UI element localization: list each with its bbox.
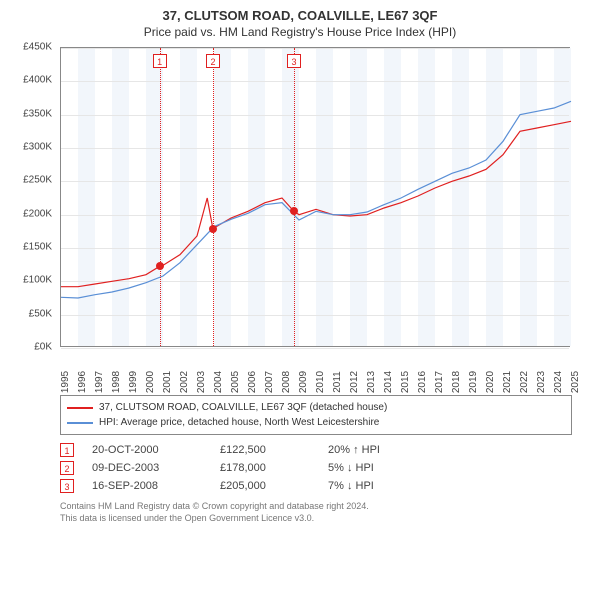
chart-title: 37, CLUTSOM ROAD, COALVILLE, LE67 3QF <box>0 0 600 23</box>
transaction-table: 1 20-OCT-2000 £122,500 20% ↑ HPI 2 09-DEC-200… <box>60 441 572 495</box>
x-axis-label: 1995 <box>60 371 71 393</box>
marker-point <box>290 207 298 215</box>
legend-swatch <box>67 407 93 409</box>
x-axis-label: 1996 <box>77 371 88 393</box>
series-hpi <box>61 101 571 298</box>
transaction-badge: 2 <box>60 461 74 475</box>
marker-line <box>294 48 295 346</box>
marker-badge: 3 <box>287 54 301 68</box>
series-subject <box>61 121 571 286</box>
transaction-date: 20-OCT-2000 <box>92 444 202 456</box>
x-axis-label: 2009 <box>298 371 309 393</box>
x-axis-label: 2019 <box>468 371 479 393</box>
x-axis-label: 2002 <box>179 371 190 393</box>
chart-area: 1 2 3 £0K £50K £100K £150K £200K £250K £300K £350… <box>10 47 570 387</box>
x-axis-label: 2008 <box>281 371 292 393</box>
y-axis-label: £0K <box>34 342 52 353</box>
y-axis-label: £200K <box>23 208 52 219</box>
legend-row: 37, CLUTSOM ROAD, COALVILLE, LE67 3QF (d… <box>67 400 565 415</box>
x-axis-label: 2024 <box>553 371 564 393</box>
x-axis-label: 2017 <box>434 371 445 393</box>
marker-line <box>160 48 161 346</box>
legend-row: HPI: Average price, detached house, Nort… <box>67 415 565 430</box>
chart-container: 37, CLUTSOM ROAD, COALVILLE, LE67 3QF Pr… <box>0 0 600 590</box>
x-axis-label: 2004 <box>213 371 224 393</box>
legend-label: HPI: Average price, detached house, Nort… <box>99 415 379 430</box>
transaction-diff: 7% ↓ HPI <box>328 480 438 492</box>
x-axis-label: 2015 <box>400 371 411 393</box>
marker-point <box>156 262 164 270</box>
x-axis-label: 2012 <box>349 371 360 393</box>
x-axis-label: 2011 <box>332 371 343 393</box>
y-axis-label: £100K <box>23 275 52 286</box>
x-axis-label: 2010 <box>315 371 326 393</box>
x-axis-label: 2000 <box>145 371 156 393</box>
y-axis-label: £400K <box>23 75 52 86</box>
transaction-badge: 3 <box>60 479 74 493</box>
gridline <box>61 348 569 349</box>
x-axis-label: 2020 <box>485 371 496 393</box>
footer-line-1: Contains HM Land Registry data © Crown c… <box>60 501 572 513</box>
transaction-date: 16-SEP-2008 <box>92 480 202 492</box>
x-axis-label: 1998 <box>111 371 122 393</box>
chart-subtitle: Price paid vs. HM Land Registry's House … <box>0 23 600 47</box>
x-axis-label: 2005 <box>230 371 241 393</box>
x-axis-label: 2007 <box>264 371 275 393</box>
x-axis-label: 2001 <box>162 371 173 393</box>
transaction-diff: 5% ↓ HPI <box>328 462 438 474</box>
marker-badge: 1 <box>153 54 167 68</box>
x-axis-label: 2014 <box>383 371 394 393</box>
y-axis-label: £350K <box>23 108 52 119</box>
transaction-diff: 20% ↑ HPI <box>328 444 438 456</box>
x-axis-label: 2013 <box>366 371 377 393</box>
x-axis-label: 2023 <box>536 371 547 393</box>
transaction-row: 1 20-OCT-2000 £122,500 20% ↑ HPI <box>60 441 572 459</box>
x-axis-label: 2021 <box>502 371 513 393</box>
y-axis-label: £250K <box>23 175 52 186</box>
transaction-badge: 1 <box>60 443 74 457</box>
legend: 37, CLUTSOM ROAD, COALVILLE, LE67 3QF (d… <box>60 395 572 435</box>
x-axis-label: 2016 <box>417 371 428 393</box>
transaction-price: £178,000 <box>220 462 310 474</box>
transaction-price: £205,000 <box>220 480 310 492</box>
plot-region: 1 2 3 <box>60 47 570 347</box>
x-axis-label: 2025 <box>570 371 581 393</box>
transaction-date: 09-DEC-2003 <box>92 462 202 474</box>
y-axis-label: £150K <box>23 242 52 253</box>
x-axis-label: 1997 <box>94 371 105 393</box>
marker-point <box>209 225 217 233</box>
y-axis-label: £450K <box>23 42 52 53</box>
marker-line <box>213 48 214 346</box>
transaction-price: £122,500 <box>220 444 310 456</box>
x-axis-label: 2018 <box>451 371 462 393</box>
transaction-row: 2 09-DEC-2003 £178,000 5% ↓ HPI <box>60 459 572 477</box>
plot-svg <box>61 48 571 348</box>
transaction-row: 3 16-SEP-2008 £205,000 7% ↓ HPI <box>60 477 572 495</box>
y-axis-label: £300K <box>23 142 52 153</box>
legend-label: 37, CLUTSOM ROAD, COALVILLE, LE67 3QF (d… <box>99 400 387 415</box>
x-axis-label: 2006 <box>247 371 258 393</box>
marker-badge: 2 <box>206 54 220 68</box>
x-axis-label: 2003 <box>196 371 207 393</box>
x-axis-label: 1999 <box>128 371 139 393</box>
footer-line-2: This data is licensed under the Open Gov… <box>60 513 572 525</box>
y-axis-label: £50K <box>29 308 52 319</box>
attribution-footer: Contains HM Land Registry data © Crown c… <box>60 501 572 524</box>
x-axis-label: 2022 <box>519 371 530 393</box>
legend-swatch <box>67 422 93 424</box>
